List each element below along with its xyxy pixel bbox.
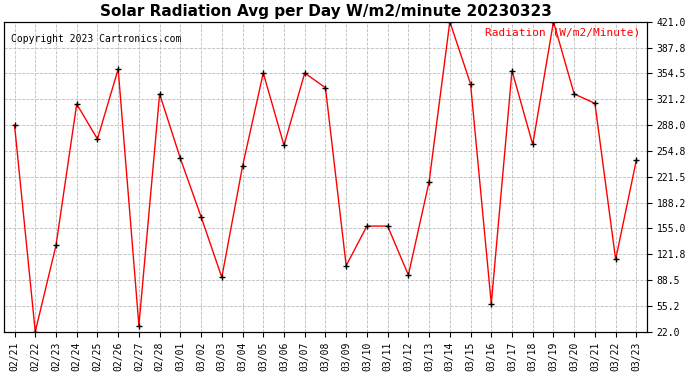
- Title: Solar Radiation Avg per Day W/m2/minute 20230323: Solar Radiation Avg per Day W/m2/minute …: [99, 4, 551, 19]
- Text: Radiation (W/m2/Minute): Radiation (W/m2/Minute): [485, 28, 640, 38]
- Text: Copyright 2023 Cartronics.com: Copyright 2023 Cartronics.com: [10, 34, 181, 44]
